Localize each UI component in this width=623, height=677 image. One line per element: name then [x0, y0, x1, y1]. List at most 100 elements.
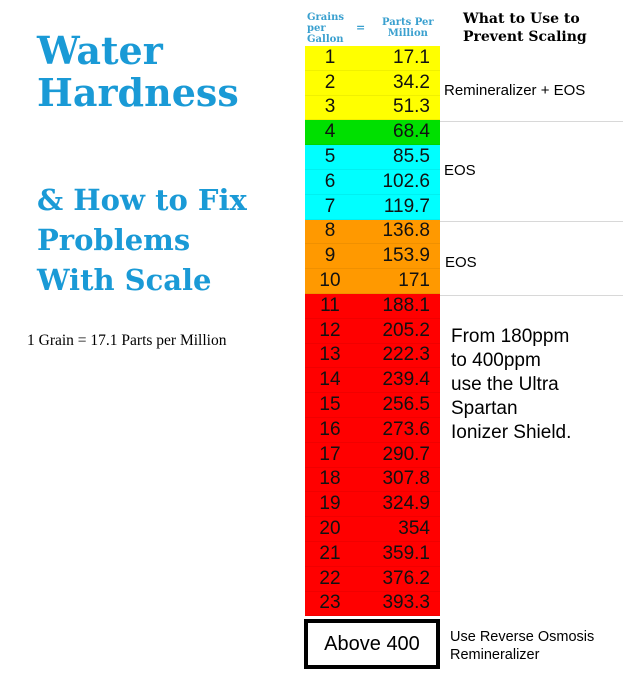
table-row: 16 273.6: [305, 417, 440, 443]
header-equals: =: [356, 21, 366, 34]
ppm-cell: 17.1: [393, 46, 430, 68]
header-grains-line: Gallon: [307, 34, 344, 45]
table-row: 8 136.8: [305, 219, 440, 245]
grains-cell: 4: [324, 121, 336, 143]
title-line-1: Water: [37, 28, 163, 73]
divider: [440, 295, 623, 296]
recommendation-line: Use Reverse Osmosis: [450, 629, 595, 645]
table-row: 13 222.3: [305, 343, 440, 369]
table-row: 7 119.7: [305, 194, 440, 220]
divider: [440, 221, 623, 222]
ppm-cell: 354: [398, 518, 430, 540]
grains-cell: 17: [319, 443, 341, 465]
recommendation-grains-4-7: EOS: [444, 162, 476, 179]
table-row: 17 290.7: [305, 442, 440, 468]
recommendation-line: use the Ultra: [451, 374, 559, 395]
recommendation-line: to 400ppm: [451, 350, 541, 371]
ppm-cell: 307.8: [382, 468, 430, 490]
grains-cell: 19: [319, 493, 341, 515]
header-grains-per-gallon: Grains per Gallon: [307, 12, 344, 45]
ppm-cell: 68.4: [393, 121, 430, 143]
table-row: 21 359.1: [305, 541, 440, 567]
header-grains-line: Grains: [307, 12, 344, 23]
table-row: 20 354: [305, 517, 440, 542]
grains-cell: 12: [319, 319, 341, 341]
ppm-cell: 376.2: [382, 567, 430, 589]
grains-cell: 6: [324, 170, 336, 192]
ppm-cell: 256.5: [382, 394, 430, 416]
recommendation-line: Spartan: [451, 398, 518, 419]
table-row: 22 376.2: [305, 566, 440, 592]
grains-cell: 8: [324, 220, 336, 242]
header-grains-line: per: [307, 23, 326, 34]
subtitle-line-1: & How to Fix: [37, 183, 247, 217]
ppm-cell: 51.3: [393, 96, 430, 118]
grains-cell: 13: [319, 344, 341, 366]
table-row: 23 393.3: [305, 591, 440, 617]
ppm-cell: 273.6: [382, 418, 430, 440]
header-use-line: Prevent Scaling: [463, 29, 587, 45]
recommendation-grains-8-10: EOS: [445, 254, 477, 271]
ppm-cell: 34.2: [393, 71, 430, 93]
grains-cell: 23: [319, 592, 341, 614]
table-row: 6 102.6: [305, 169, 440, 195]
table-row: 2 34.2: [305, 70, 440, 96]
header-use-line: What to Use to: [463, 11, 580, 27]
table-row: 10 171: [305, 269, 440, 294]
grains-cell: 7: [324, 195, 336, 217]
grains-cell: 18: [319, 468, 341, 490]
grains-cell: 22: [319, 567, 341, 589]
conversion-note: 1 Grain = 17.1 Parts per Million: [27, 332, 227, 349]
grains-cell: 10: [319, 270, 341, 292]
header-what-to-use: What to Use to Prevent Scaling: [463, 10, 587, 46]
table-row: 1 17.1: [305, 46, 440, 71]
ppm-cell: 102.6: [382, 170, 430, 192]
table-row: 5 85.5: [305, 145, 440, 170]
table-row: 18 307.8: [305, 467, 440, 493]
ppm-cell: 205.2: [382, 319, 430, 341]
ppm-cell: 290.7: [382, 443, 430, 465]
recommendation-above-400: Use Reverse Osmosis Remineralizer: [450, 628, 594, 664]
hardness-table: 1 17.1 2 34.2 3 51.3 4 68.4 5 85.5 6 102.6 7 119.7 8 13…: [305, 46, 440, 617]
grains-cell: 3: [324, 96, 336, 118]
ppm-cell: 85.5: [393, 146, 430, 168]
recommendation-grains-11-23: From 180ppm to 400ppm use the Ultra Spar…: [451, 325, 571, 445]
ppm-cell: 239.4: [382, 369, 430, 391]
table-row: 14 239.4: [305, 368, 440, 394]
header-ppm-line: Million: [387, 28, 428, 39]
table-row: 12 205.2: [305, 318, 440, 344]
title-line-2: Hardness: [37, 70, 239, 115]
table-row: 11 188.1: [305, 293, 440, 319]
subtitle-line-3: With Scale: [37, 263, 212, 297]
divider: [440, 121, 623, 122]
grains-cell: 16: [319, 418, 341, 440]
ppm-cell: 188.1: [382, 294, 430, 316]
grains-cell: 11: [320, 294, 340, 316]
grains-cell: 14: [319, 369, 341, 391]
recommendation-line: Remineralizer: [450, 647, 540, 663]
ppm-cell: 136.8: [382, 220, 430, 242]
above-400-box: Above 400: [304, 619, 440, 669]
table-row: 15 256.5: [305, 393, 440, 418]
ppm-cell: 324.9: [382, 493, 430, 515]
ppm-cell: 153.9: [382, 245, 430, 267]
table-row: 4 68.4: [305, 120, 440, 146]
ppm-cell: 171: [398, 270, 430, 292]
ppm-cell: 393.3: [382, 592, 430, 614]
grains-cell: 5: [324, 146, 336, 168]
grains-cell: 15: [319, 394, 341, 416]
grains-cell: 20: [319, 518, 341, 540]
table-row: 3 51.3: [305, 95, 440, 121]
ppm-cell: 222.3: [382, 344, 430, 366]
table-row: 19 324.9: [305, 492, 440, 518]
grains-cell: 21: [319, 542, 341, 564]
ppm-cell: 119.7: [383, 195, 430, 217]
grains-cell: 1: [324, 46, 336, 68]
recommendation-line: Ionizer Shield.: [451, 422, 572, 443]
recommendation-grains-1-3: Remineralizer + EOS: [444, 82, 586, 99]
ppm-cell: 359.1: [382, 542, 430, 564]
header-ppm-line: Parts Per: [382, 17, 434, 28]
grains-cell: 2: [324, 71, 336, 93]
recommendation-line: From 180ppm: [451, 326, 570, 347]
subtitle-line-2: Problems: [37, 223, 191, 257]
